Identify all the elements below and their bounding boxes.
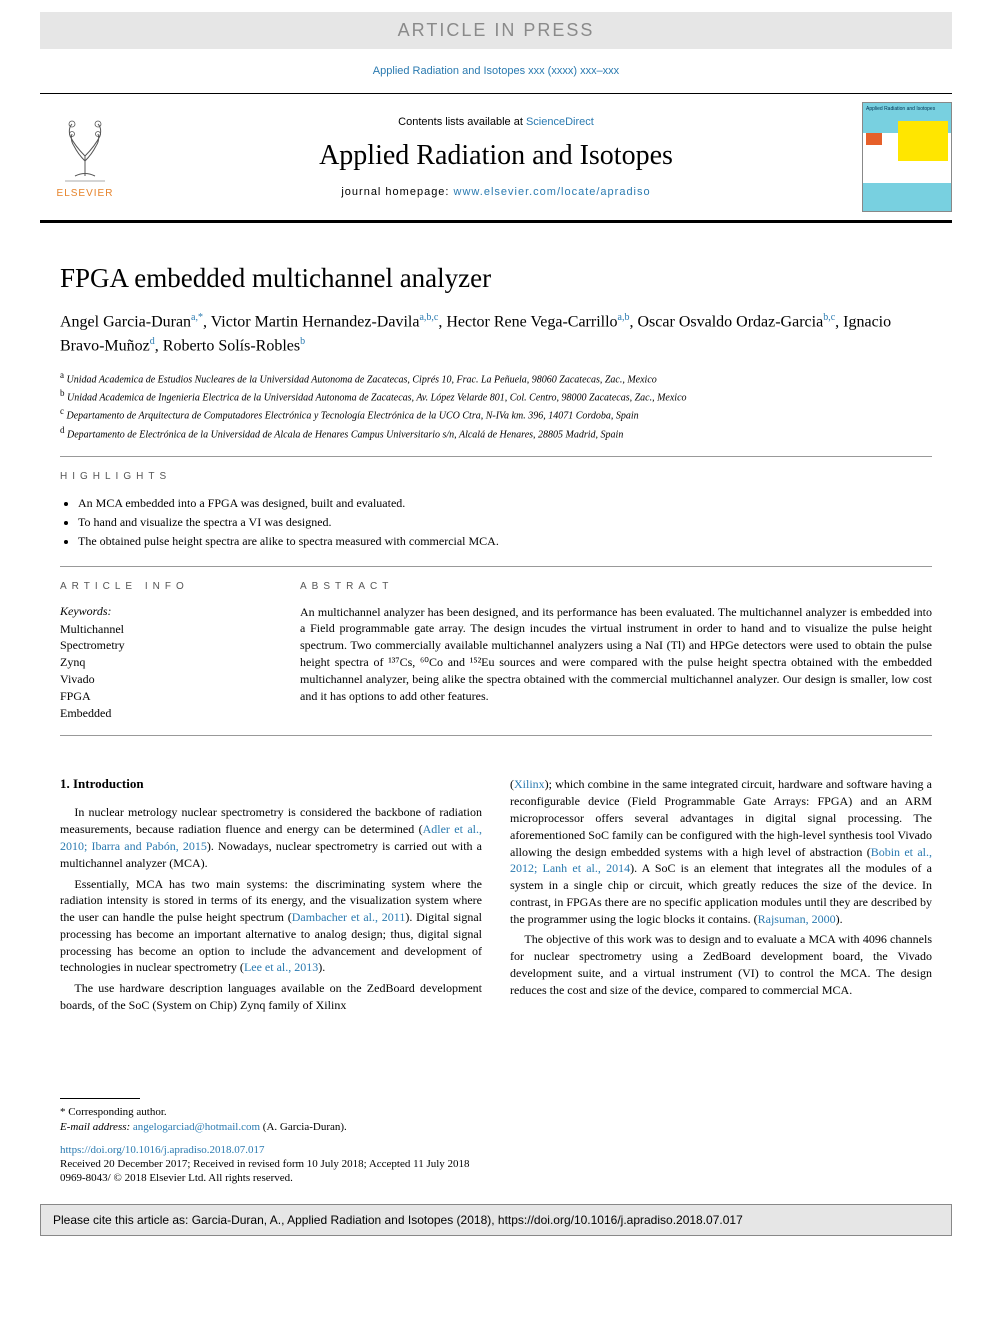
email-line: E-mail address: angelogarciad@hotmail.co… [60, 1120, 932, 1135]
journal-title: Applied Radiation and Isotopes [130, 140, 862, 172]
footnotes: * Corresponding author. E-mail address: … [60, 1105, 932, 1136]
affiliation-line: b Unidad Academica de Ingenieria Electri… [60, 387, 932, 405]
citation-link[interactable]: Xilinx [514, 777, 545, 791]
footnote-rule [60, 1098, 140, 1099]
elsevier-logo: ELSEVIER [40, 107, 130, 207]
keyword-item: Multichannel [60, 621, 260, 638]
affiliation-line: d Departamento de Electrónica de la Univ… [60, 424, 932, 442]
keyword-item: Embedded [60, 705, 260, 722]
abstract-label: ABSTRACT [300, 581, 932, 592]
journal-cover-thumbnail: Applied Radiation and Isotopes [862, 102, 952, 212]
body-paragraph: Essentially, MCA has two main systems: t… [60, 876, 482, 977]
text: In nuclear metrology nuclear spectrometr… [60, 805, 482, 836]
divider [60, 735, 932, 736]
body-paragraph: (Xilinx); which combine in the same inte… [510, 776, 932, 927]
received-line: Received 20 December 2017; Received in r… [60, 1158, 932, 1170]
keyword-item: FPGA [60, 688, 260, 705]
cite-box: Please cite this article as: Garcia-Dura… [40, 1204, 952, 1236]
keyword-item: Zynq [60, 654, 260, 671]
text: ); which combine in the same integrated … [510, 777, 932, 858]
journal-reference: Applied Radiation and Isotopes xxx (xxxx… [0, 65, 992, 77]
keywords-list: MultichannelSpectrometryZynqVivadoFPGAEm… [60, 621, 260, 722]
contents-prefix: Contents lists available at [398, 116, 526, 128]
abstract-text: An multichannel analyzer has been design… [300, 604, 932, 705]
copyright-line: 0969-8043/ © 2018 Elsevier Ltd. All righ… [60, 1172, 932, 1184]
citation-link[interactable]: Rajsuman, 2000 [758, 912, 836, 926]
authors-list: Angel Garcia-Durana,*, Victor Martin Her… [60, 310, 932, 359]
email-label: E-mail address: [60, 1121, 133, 1133]
body-paragraph: In nuclear metrology nuclear spectrometr… [60, 804, 482, 871]
cover-orange-block [866, 133, 882, 145]
email-name: (A. Garcia-Duran). [260, 1121, 347, 1133]
keywords-label: Keywords: [60, 604, 260, 619]
journal-header: ELSEVIER Contents lists available at Sci… [40, 93, 952, 223]
highlight-item: The obtained pulse height spectra are al… [78, 532, 932, 551]
divider [60, 456, 932, 457]
contents-line: Contents lists available at ScienceDirec… [130, 116, 862, 128]
body-paragraph: The objective of this work was to design… [510, 931, 932, 998]
elsevier-tree-icon [50, 116, 120, 186]
article-in-press-banner: ARTICLE IN PRESS [40, 12, 952, 49]
keyword-item: Spectrometry [60, 637, 260, 654]
cover-yellow-block [898, 121, 948, 161]
email-link[interactable]: angelogarciad@hotmail.com [133, 1121, 260, 1133]
text: ). [318, 960, 325, 974]
doi-link[interactable]: https://doi.org/10.1016/j.apradiso.2018.… [60, 1144, 932, 1156]
homepage-link[interactable]: www.elsevier.com/locate/apradiso [454, 186, 651, 198]
intro-heading: 1. Introduction [60, 776, 482, 792]
text: ). [836, 912, 843, 926]
body-column-left: 1. Introduction In nuclear metrology nuc… [60, 776, 482, 1018]
citation-link[interactable]: Lee et al., 2013 [244, 960, 318, 974]
homepage-prefix: journal homepage: [341, 186, 453, 198]
corresponding-author: * Corresponding author. [60, 1105, 932, 1120]
highlight-item: To hand and visualize the spectra a VI w… [78, 513, 932, 532]
article-title: FPGA embedded multichannel analyzer [60, 263, 932, 294]
article-info-label: ARTICLE INFO [60, 581, 260, 592]
citation-link[interactable]: Dambacher et al., 2011 [292, 910, 406, 924]
keyword-item: Vivado [60, 671, 260, 688]
elsevier-label: ELSEVIER [57, 188, 114, 199]
cover-bottom-band [863, 183, 951, 211]
body-paragraph: The use hardware description languages a… [60, 980, 482, 1014]
sciencedirect-link[interactable]: ScienceDirect [526, 116, 594, 128]
affiliations: a Unidad Academica de Estudios Nucleares… [60, 369, 932, 442]
body-column-right: (Xilinx); which combine in the same inte… [510, 776, 932, 1018]
affiliation-line: c Departamento de Arquitectura de Comput… [60, 405, 932, 423]
highlights-list: An MCA embedded into a FPGA was designed… [78, 494, 932, 552]
homepage-line: journal homepage: www.elsevier.com/locat… [130, 186, 862, 198]
highlights-label: HIGHLIGHTS [60, 471, 932, 482]
highlight-item: An MCA embedded into a FPGA was designed… [78, 494, 932, 513]
affiliation-line: a Unidad Academica de Estudios Nucleares… [60, 369, 932, 387]
divider [60, 566, 932, 567]
